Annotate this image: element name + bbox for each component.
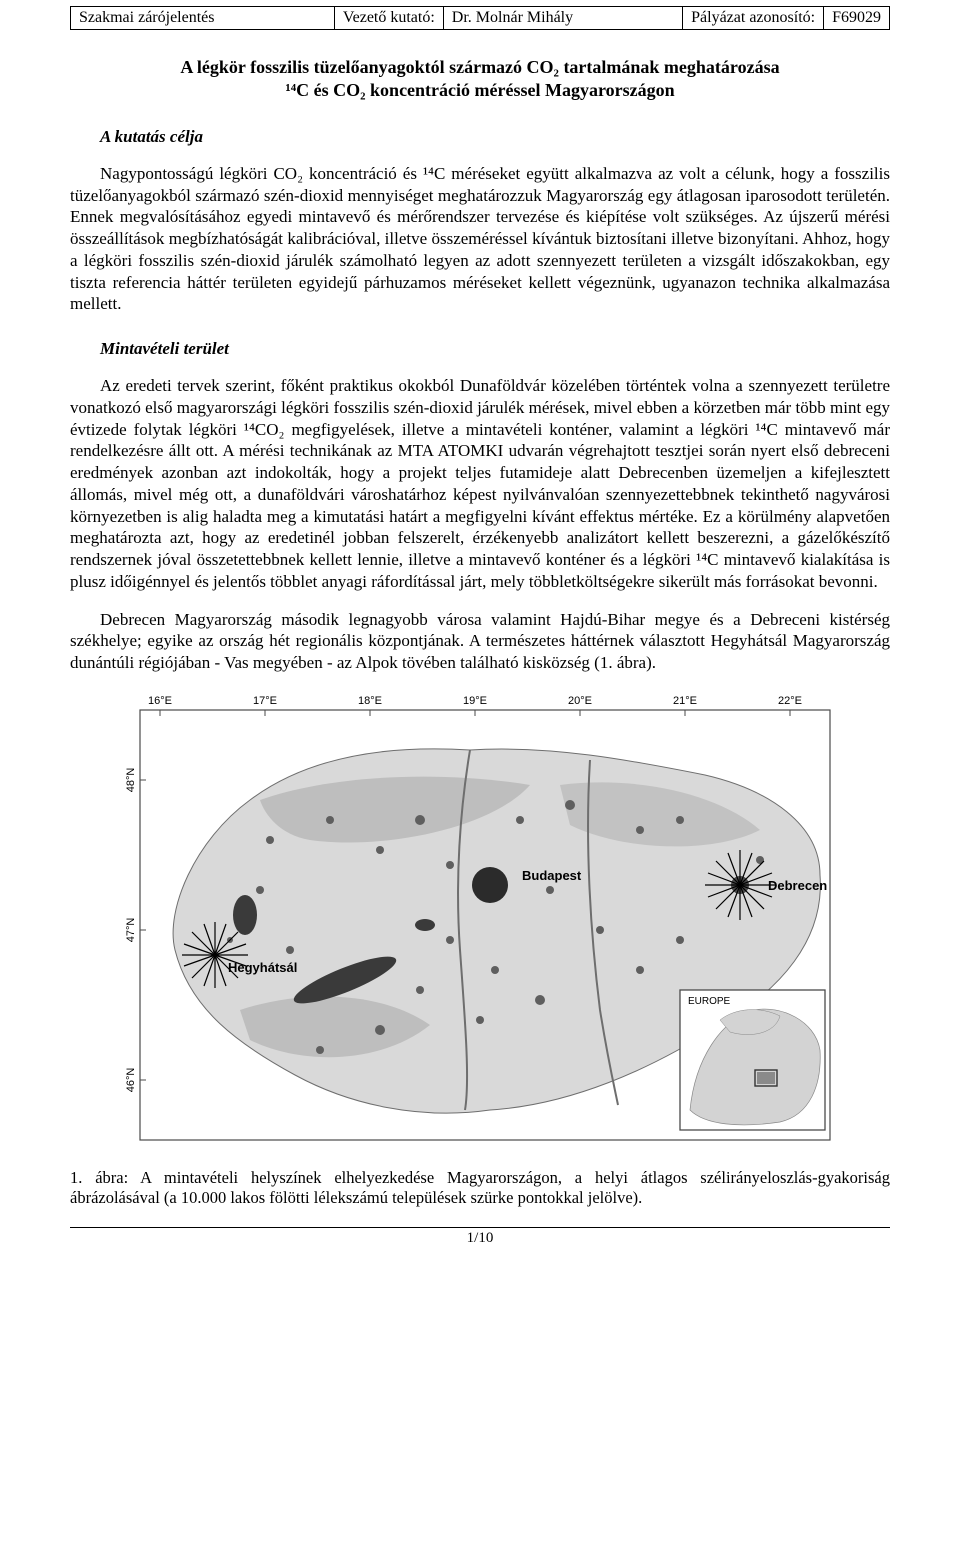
x-tick-label: 19°E	[463, 695, 487, 707]
lake-neusiedl	[233, 895, 257, 935]
x-tick-label: 17°E	[253, 695, 277, 707]
header-cell-lead-label: Vezető kutató:	[334, 7, 443, 30]
section-heading-area: Mintavételi terület	[100, 339, 890, 359]
debrecen-label: Debrecen	[768, 878, 827, 893]
x-tick-label: 22°E	[778, 695, 802, 707]
title-line-1: A légkör fosszilis tüzelőanyagoktól szár…	[180, 57, 779, 77]
x-tick-label: 21°E	[673, 695, 697, 707]
page: Szakmai zárójelentés Vezető kutató: Dr. …	[0, 0, 960, 1267]
budapest-label: Budapest	[522, 868, 582, 883]
y-tick-label: 48°N	[125, 767, 137, 792]
title-line-2: ¹⁴C és CO₂ koncentráció méréssel Magyaro…	[285, 80, 674, 100]
inset-europe: EUROPE	[680, 990, 825, 1130]
header-cell-grant-id: F69029	[824, 7, 890, 30]
x-tick-label: 18°E	[358, 695, 382, 707]
lake-velence	[415, 919, 435, 931]
paragraph-goal: Nagypontosságú légköri CO₂ koncentráció …	[70, 163, 890, 315]
paragraph-area-2: Debrecen Magyarország második legnagyobb…	[70, 609, 890, 674]
hegyhatsal-label: Hegyhátsál	[228, 960, 297, 975]
budapest-marker	[472, 867, 508, 903]
header-table: Szakmai zárójelentés Vezető kutató: Dr. …	[70, 6, 890, 30]
y-tick-label: 47°N	[125, 917, 137, 942]
footer-rule	[70, 1227, 890, 1228]
y-tick-label: 46°N	[125, 1067, 137, 1092]
page-number: 1/10	[70, 1230, 890, 1247]
header-cell-report: Szakmai zárójelentés	[71, 7, 335, 30]
figure-caption: 1. ábra: A mintavételi helyszínek elhely…	[70, 1168, 890, 1209]
section-heading-goal: A kutatás célja	[100, 127, 890, 147]
page-title: A légkör fosszilis tüzelőanyagoktól szár…	[130, 56, 830, 103]
header-cell-grant-label: Pályázat azonosító:	[683, 7, 824, 30]
header-cell-lead-name: Dr. Molnár Mihály	[443, 7, 682, 30]
x-tick-label: 16°E	[148, 695, 172, 707]
map-svg: 16°E 17°E 18°E 19°E 20°E 21°E 22°E 48°N …	[120, 690, 840, 1160]
inset-label: EUROPE	[688, 996, 731, 1007]
figure-1: 16°E 17°E 18°E 19°E 20°E 21°E 22°E 48°N …	[70, 690, 890, 1160]
paragraph-area-1: Az eredeti tervek szerint, főként prakti…	[70, 375, 890, 593]
x-tick-label: 20°E	[568, 695, 592, 707]
